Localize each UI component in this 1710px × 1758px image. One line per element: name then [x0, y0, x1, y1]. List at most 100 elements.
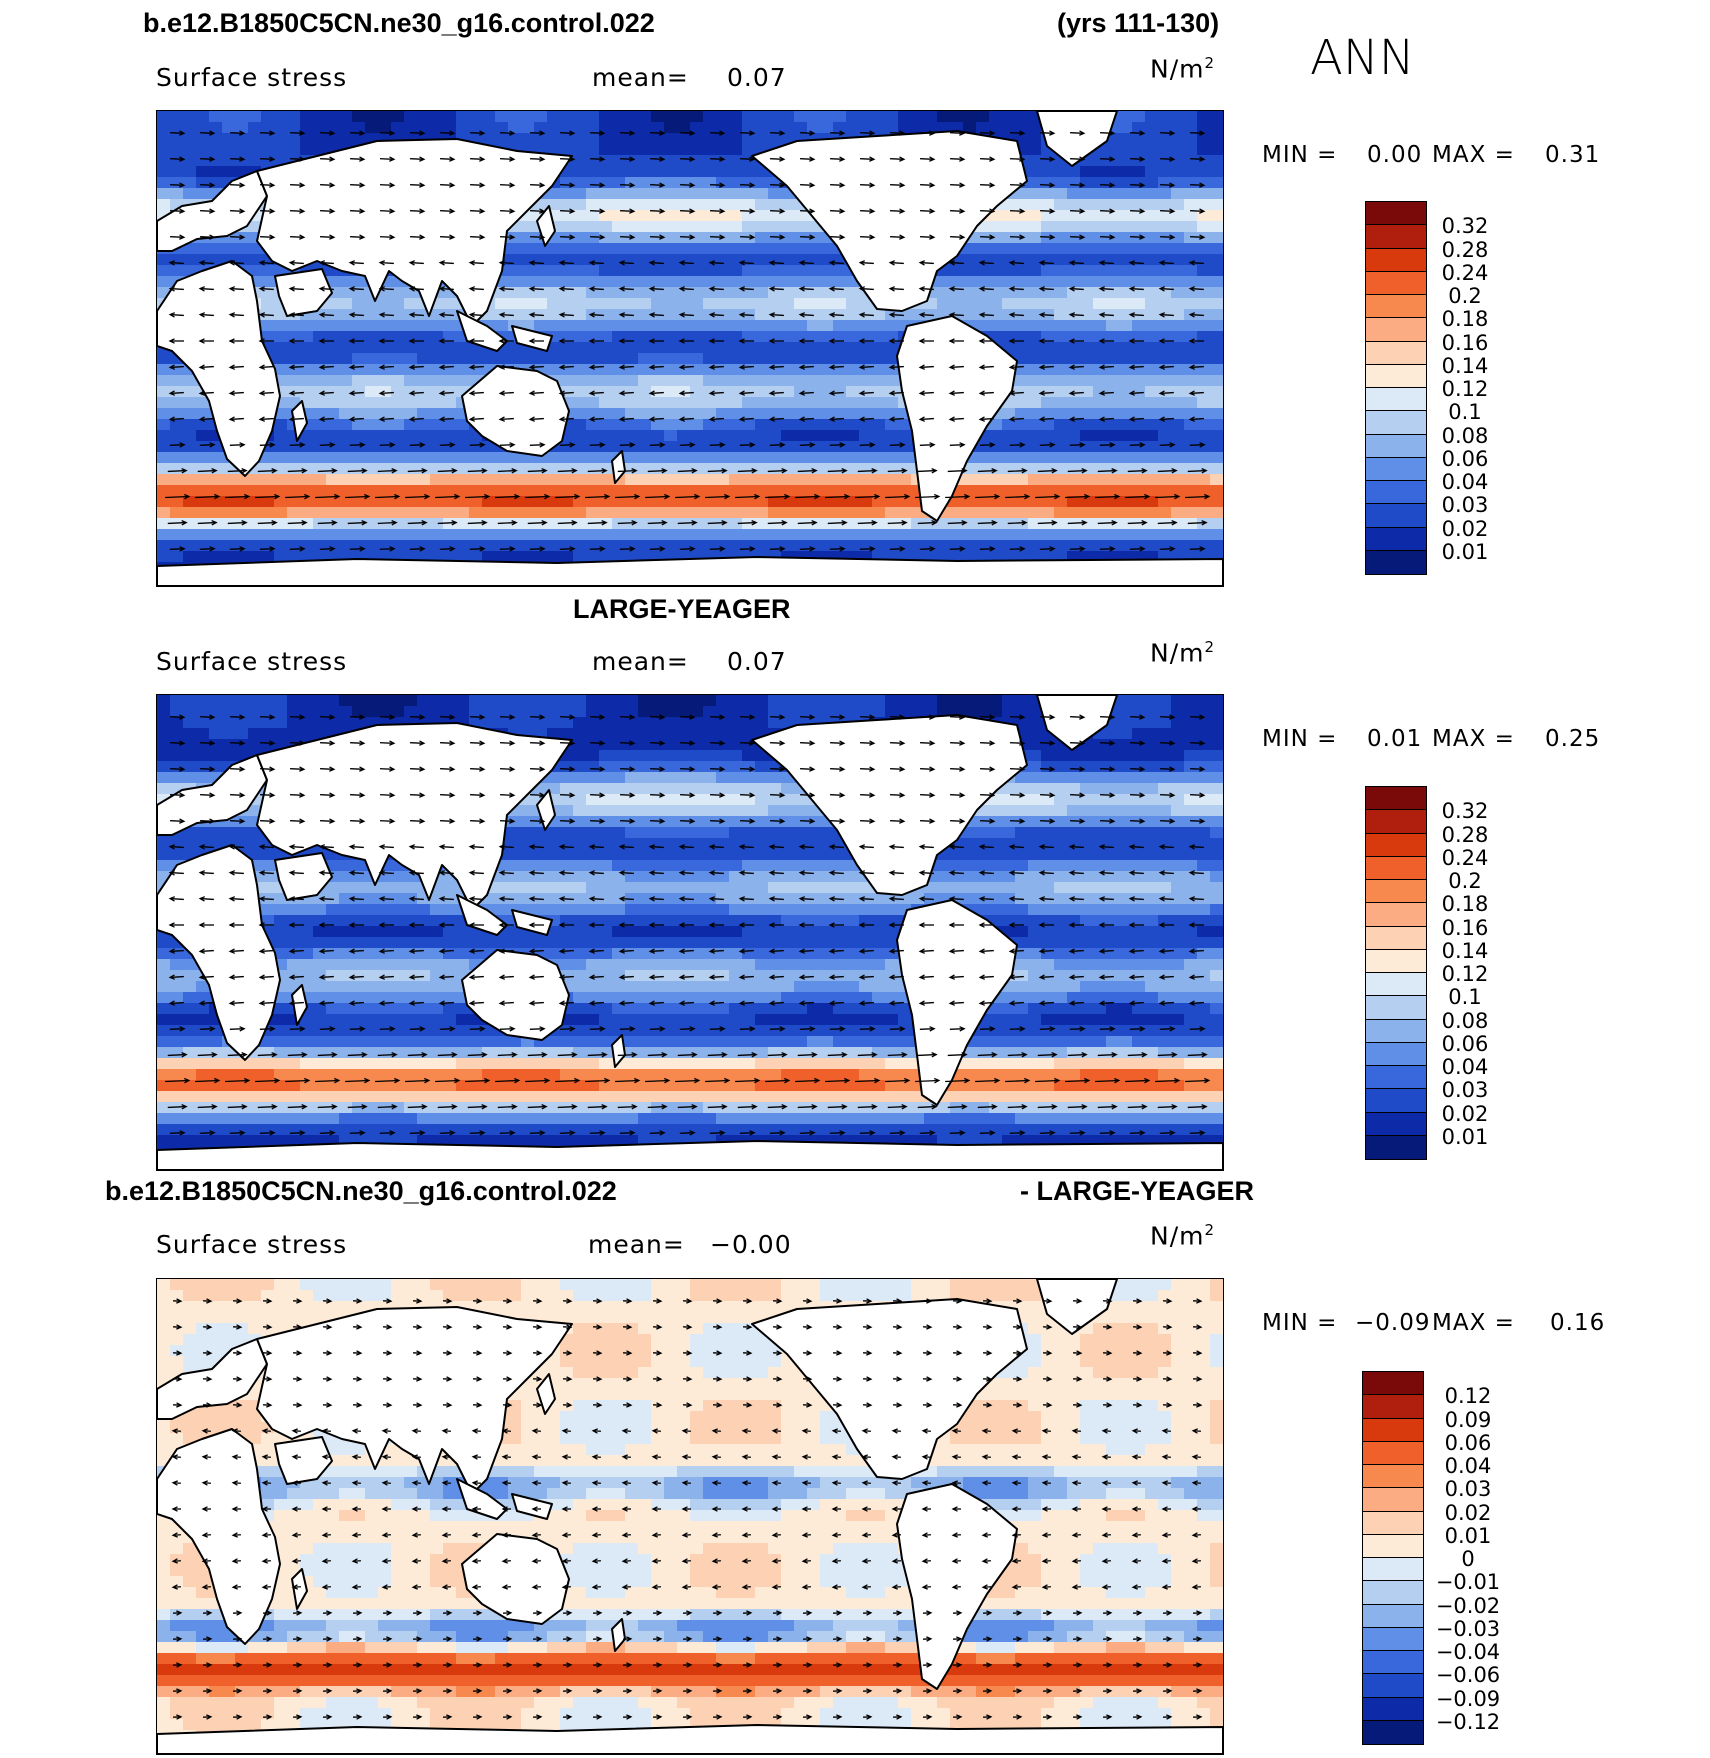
colorbar-tick-label: 0.04	[1441, 1055, 1489, 1079]
colorbar-tick-label: 0.08	[1441, 423, 1489, 448]
colorbar-swatch	[1366, 880, 1426, 904]
case-title: b.e12.B1850C5CN.ne30_g16.control.022	[143, 8, 655, 38]
colorbar-tick-label: 0.08	[1441, 1008, 1489, 1033]
panel1-units: N/m2	[1150, 54, 1216, 84]
panel2-units: N/m2	[1150, 638, 1216, 668]
colorbar-swatch	[1363, 1720, 1423, 1744]
colorbar-swatch	[1363, 1441, 1423, 1465]
colorbar-swatch	[1366, 810, 1426, 834]
colorbar-tick-label: 0.04	[1441, 470, 1489, 494]
colorbar-tick-label: −0.06	[1435, 1663, 1501, 1688]
colorbar-tick-label: 0.14	[1441, 353, 1489, 378]
panel1-mean-label: mean=	[592, 63, 689, 92]
colorbar-swatch	[1363, 1465, 1423, 1489]
panel2-colorbar	[1365, 786, 1427, 1160]
panel2-title: LARGE-YEAGER	[573, 594, 791, 624]
panel3-title-left: b.e12.B1850C5CN.ne30_g16.control.022	[105, 1176, 617, 1206]
panel3-units: N/m2	[1150, 1221, 1216, 1251]
panel2-mean-label: mean=	[592, 647, 689, 676]
panel2-map	[156, 694, 1224, 1171]
years-label: (yrs 111-130)	[1057, 8, 1220, 38]
panel3-map-svg	[157, 1279, 1223, 1754]
panel2-max-value: 0.25	[1545, 726, 1601, 752]
panel3-colorbar-labels: 0.12 0.09 0.06 0.04 0.03 0.02 0.01 0 −0.01 −0.02−…	[1428, 1373, 1508, 1745]
colorbar-swatch	[1366, 341, 1426, 365]
panel2-min-value: 0.01	[1367, 726, 1423, 752]
colorbar-tick-label: 0.01	[1444, 1523, 1492, 1548]
panel2-map-svg	[157, 695, 1223, 1170]
panel1-colorbar-labels: 0.32 0.28 0.24 0.2 0.18 0.16 0.14 0.12 0.1 0.08 0.…	[1425, 203, 1505, 575]
panel1-variable: Surface stress	[156, 63, 348, 92]
colorbar-swatch	[1366, 318, 1426, 342]
colorbar-swatch	[1366, 527, 1426, 551]
colorbar-tick-label: 0	[1461, 1547, 1475, 1571]
colorbar-tick-label: 0.06	[1441, 446, 1489, 471]
panel3-title-right: - LARGE-YEAGER	[1020, 1176, 1255, 1206]
colorbar-tick-label: 0.1	[1448, 985, 1482, 1010]
colorbar-tick-label: 0.03	[1441, 1078, 1489, 1103]
colorbar-tick-label: 0.12	[1441, 962, 1489, 986]
colorbar-tick-label: 0.28	[1441, 237, 1489, 262]
colorbar-tick-label: 0.1	[1448, 400, 1482, 425]
panel1-mean-value: 0.07	[727, 63, 787, 92]
panel2-max-label: MAX =	[1432, 726, 1515, 752]
colorbar-tick-label: 0.02	[1444, 1500, 1492, 1525]
colorbar-swatch	[1366, 1112, 1426, 1136]
colorbar-tick-label: 0.16	[1441, 330, 1489, 355]
colorbar-tick-label: 0.03	[1441, 493, 1489, 518]
colorbar-swatch	[1366, 295, 1426, 319]
colorbar-tick-label: −0.04	[1435, 1640, 1501, 1664]
panel1-colorbar	[1365, 201, 1427, 575]
panel1-min-value: 0.00	[1367, 142, 1423, 168]
colorbar-tick-label: 0.06	[1444, 1430, 1492, 1455]
colorbar-tick-label: 0.14	[1441, 938, 1489, 963]
colorbar-tick-label: 0.18	[1441, 892, 1489, 917]
colorbar-swatch	[1366, 856, 1426, 880]
colorbar-swatch	[1366, 504, 1426, 528]
colorbar-swatch	[1366, 550, 1426, 574]
colorbar-swatch	[1363, 1558, 1423, 1582]
colorbar-tick-label: 0.04	[1444, 1454, 1492, 1478]
colorbar-tick-label: −0.03	[1435, 1616, 1501, 1641]
colorbar-tick-label: −0.12	[1435, 1709, 1501, 1734]
panel3-variable: Surface stress	[156, 1230, 348, 1259]
panel3-map	[156, 1278, 1224, 1755]
panel3-max-label: MAX =	[1432, 1310, 1515, 1336]
stress-vectors	[171, 1298, 1203, 1720]
colorbar-swatch	[1363, 1511, 1423, 1535]
colorbar-tick-label: 0.03	[1444, 1477, 1492, 1502]
colorbar-swatch	[1366, 996, 1426, 1020]
colorbar-tick-label: 0.2	[1448, 284, 1482, 308]
colorbar-tick-label: 0.06	[1441, 1031, 1489, 1056]
colorbar-swatch	[1366, 202, 1426, 226]
colorbar-swatch	[1366, 225, 1426, 249]
colorbar-tick-label: 0.2	[1448, 869, 1482, 893]
colorbar-swatch	[1366, 411, 1426, 435]
colorbar-swatch	[1363, 1651, 1423, 1675]
colorbar-tick-label: 0.01	[1441, 539, 1489, 564]
land-masses	[157, 111, 1223, 586]
colorbar-swatch	[1363, 1395, 1423, 1419]
colorbar-tick-label: 0.28	[1441, 822, 1489, 847]
colorbar-tick-label: 0.02	[1441, 516, 1489, 541]
colorbar-swatch	[1366, 1066, 1426, 1090]
colorbar-tick-label: 0.24	[1441, 845, 1489, 870]
colorbar-swatch	[1366, 973, 1426, 997]
colorbar-swatch	[1363, 1697, 1423, 1721]
colorbar-swatch	[1363, 1627, 1423, 1651]
panel3-colorbar	[1362, 1371, 1424, 1745]
colorbar-swatch	[1363, 1488, 1423, 1512]
panel1-max-label: MAX =	[1432, 142, 1515, 168]
panel3-mean-value: −0.00	[710, 1230, 792, 1259]
panel3-max-value: 0.16	[1550, 1310, 1606, 1336]
colorbar-swatch	[1366, 1135, 1426, 1159]
colorbar-tick-label: 0.09	[1444, 1407, 1492, 1432]
colorbar-tick-label: 0.16	[1441, 915, 1489, 940]
colorbar-swatch	[1363, 1372, 1423, 1396]
colorbar-swatch	[1363, 1604, 1423, 1628]
panel3-mean-label: mean=	[588, 1230, 685, 1259]
colorbar-tick-label: 0.18	[1441, 307, 1489, 332]
panel3-min-label: MIN =	[1262, 1310, 1338, 1336]
colorbar-tick-label: 0.32	[1441, 799, 1489, 824]
colorbar-swatch	[1366, 434, 1426, 458]
